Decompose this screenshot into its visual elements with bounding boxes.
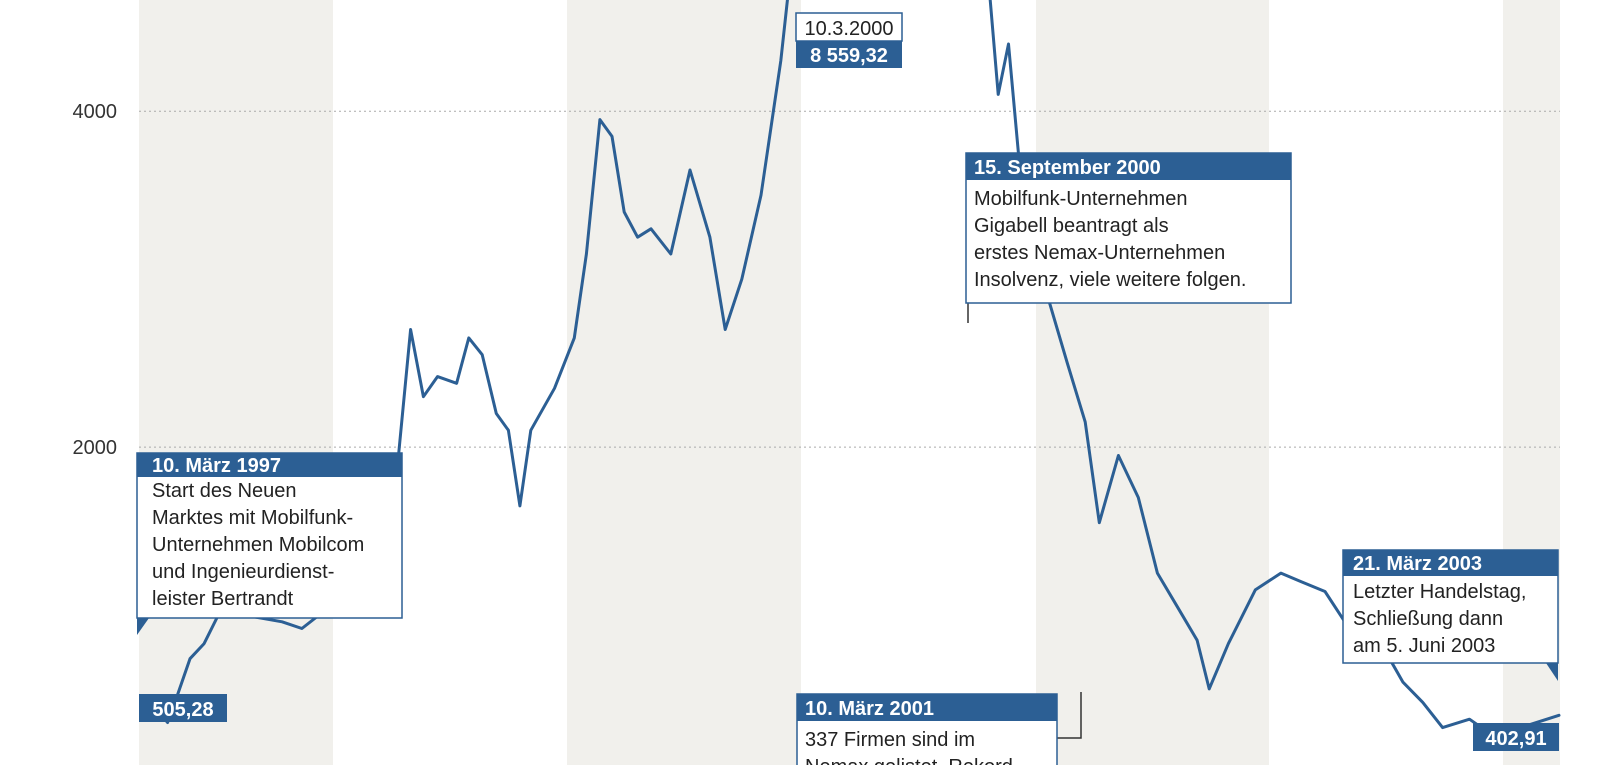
year-band-2001 — [1036, 0, 1269, 765]
start-event-line: Marktes mit Mobilfunk- — [152, 507, 353, 529]
peak-date-text: 10.3.2000 — [805, 18, 894, 40]
start-value-label: 505,28 — [139, 694, 227, 722]
year-band-1997 — [139, 0, 333, 765]
insolvency-line: Insolvenz, viele weitere folgen. — [974, 269, 1246, 291]
insolvency-annotation: 15. September 2000 Mobilfunk-Unternehmen… — [965, 152, 1292, 304]
year-band-1999 — [567, 0, 801, 765]
start-event-line: und Ingenieurdienst- — [152, 561, 334, 583]
gridlines — [139, 110, 1560, 448]
record-leader-line — [1057, 692, 1082, 739]
record-title: 10. März 2001 — [805, 698, 934, 720]
insolvency-line: Gigabell beantragt als — [974, 215, 1169, 237]
end-event-title: 21. März 2003 — [1353, 553, 1482, 575]
year-bands — [139, 0, 1560, 765]
peak-value-text: 8 559,32 — [810, 45, 888, 67]
end-event-line: am 5. Juni 2003 — [1353, 635, 1495, 657]
end-value-text: 402,91 — [1485, 728, 1546, 750]
peak-label: 10.3.2000 8 559,32 — [795, 12, 903, 68]
end-event-line: Letzter Handelstag, — [1353, 581, 1526, 603]
insolvency-line: erstes Nemax-Unternehmen — [974, 242, 1225, 264]
y-tick-label: 4000 — [73, 101, 118, 123]
end-event-annotation: 21. März 2003 Letzter Handelstag, Schlie… — [1342, 549, 1559, 681]
insolvency-line: Mobilfunk-Unternehmen — [974, 188, 1187, 210]
record-annotation: 10. März 2001 337 Firmen sind im Nemax g… — [796, 693, 1058, 765]
record-line: Nemax gelistet. Rekord — [805, 756, 1013, 765]
start-event-line: leister Bertrandt — [152, 588, 294, 610]
start-value-text: 505,28 — [152, 699, 213, 721]
y-axis-ticks: 2000400060008000 — [73, 101, 118, 459]
end-value-label: 402,91 — [1473, 723, 1559, 751]
record-line: 337 Firmen sind im — [805, 729, 975, 751]
start-event-line: Start des Neuen — [152, 480, 297, 502]
end-event-line: Schließung dann — [1353, 608, 1503, 630]
y-tick-label: 2000 — [73, 437, 118, 459]
start-event-title: 10. März 1997 — [152, 455, 281, 477]
start-event-line: Unternehmen Mobilcom — [152, 534, 364, 556]
insolvency-title: 15. September 2000 — [974, 157, 1161, 179]
start-event-annotation: 10. März 1997 Start des Neuen Marktes mi… — [136, 452, 403, 635]
